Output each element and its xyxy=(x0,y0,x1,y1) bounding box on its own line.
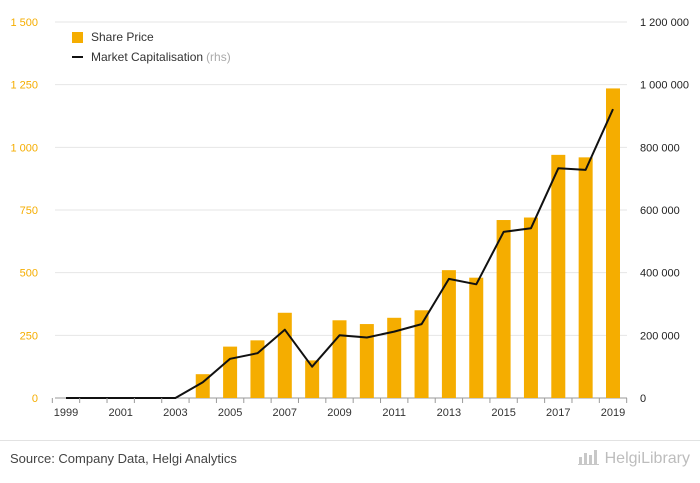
share-price-bar xyxy=(469,277,484,398)
legend-item-market-cap: Market Capitalisation (rhs) xyxy=(72,47,231,67)
y-left-tick-label: 1 000 xyxy=(10,142,38,154)
y-right-tick-label: 0 xyxy=(640,393,646,405)
y-left-tick-label: 1 250 xyxy=(10,80,38,92)
y-left-tick-label: 500 xyxy=(20,268,38,280)
share-price-bar xyxy=(277,312,292,398)
y-right-tick-label: 400 000 xyxy=(640,268,680,280)
legend-label-market-cap: Market Capitalisation xyxy=(91,50,204,64)
legend-note-rhs: (rhs) xyxy=(206,50,231,64)
share-price-bar xyxy=(414,310,429,398)
x-tick-label: 2017 xyxy=(546,407,570,419)
x-tick-label: 2009 xyxy=(327,407,351,419)
market-cap-line-group xyxy=(66,108,614,399)
share-price-bar xyxy=(332,320,347,398)
x-tick-label: 2003 xyxy=(163,407,187,419)
share-price-bar xyxy=(523,217,538,398)
y-left-tick-label: 250 xyxy=(20,330,38,342)
x-tick-label: 2005 xyxy=(218,407,242,419)
y-right-tick-label: 1 000 000 xyxy=(640,80,689,92)
legend-label-share-price: Share Price xyxy=(91,30,154,44)
y-left-tick-label: 750 xyxy=(20,205,38,217)
x-tick-label: 2019 xyxy=(601,407,625,419)
share-price-bars xyxy=(195,88,620,398)
share-price-bar xyxy=(223,346,238,398)
y-right-tick-label: 1 200 000 xyxy=(640,17,689,29)
y-right-tick-label: 800 000 xyxy=(640,142,680,154)
legend-swatch-market-cap xyxy=(72,56,83,58)
y-left-tick-label: 1 500 xyxy=(10,17,38,29)
x-tick-label: 2001 xyxy=(108,407,132,419)
legend: Share Price Market Capitalisation (rhs) xyxy=(72,27,231,67)
x-tick-label: 2015 xyxy=(491,407,515,419)
x-tick-label: 2007 xyxy=(273,407,297,419)
x-tick-label: 1999 xyxy=(54,407,78,419)
share-price-bar xyxy=(359,324,374,398)
source-note: Source: Company Data, Helgi Analytics xyxy=(10,451,237,466)
footer-divider xyxy=(0,440,700,441)
y-left-tick-label: 0 xyxy=(32,393,38,405)
x-tick-label: 2013 xyxy=(437,407,461,419)
gridlines xyxy=(55,21,627,399)
share-price-bar xyxy=(441,270,456,398)
legend-swatch-share-price xyxy=(72,31,83,43)
market-cap-line xyxy=(66,108,614,399)
share-price-bar xyxy=(387,317,402,398)
share-price-bar xyxy=(305,360,320,398)
brand-logo[interactable]: HelgiLibrary xyxy=(577,447,690,470)
y-right-tick-label: 200 000 xyxy=(640,330,680,342)
y-right-tick-label: 600 000 xyxy=(640,205,680,217)
share-price-bar xyxy=(496,220,511,398)
axes: 0 250 500 750 1 000 1 250 1 500 0 200 000 400 000… xyxy=(10,17,688,419)
brand-name: HelgiLibrary xyxy=(604,449,690,467)
legend-item-share-price: Share Price xyxy=(72,27,231,47)
share-price-bar xyxy=(578,157,593,398)
bar-chart-icon xyxy=(577,447,600,470)
share-price-bar xyxy=(606,88,620,398)
x-tick-label: 2011 xyxy=(382,407,406,419)
share-price-bar xyxy=(551,154,566,398)
